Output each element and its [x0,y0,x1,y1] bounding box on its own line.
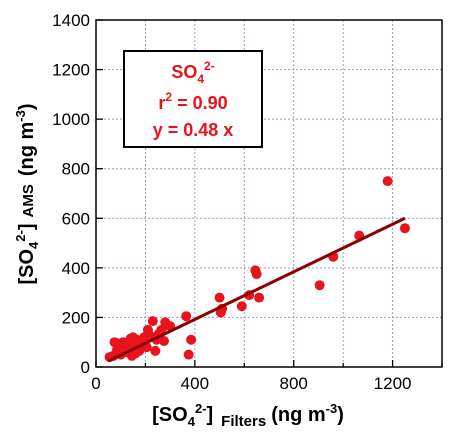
data-point [183,349,194,360]
y-tick-label: 1000 [52,110,90,129]
y-tick-label: 0 [81,358,90,377]
data-point [150,345,161,356]
fit-line [107,216,406,363]
x-axis-label: [SO42-] Filters (ng m-3) [152,401,344,430]
data-point [236,301,247,312]
x-tick-label: 800 [280,374,308,393]
x-tick-label: 1200 [374,374,412,393]
axis-ticks: 0 400 800 1200 0 200 400 600 800 1000 1200 1400 [52,11,443,393]
x-tick-label: 0 [91,374,100,393]
annotation-r2: r2 = 0.90 [158,90,227,113]
x-tick-label: 400 [181,374,209,393]
data-point [147,316,158,327]
data-point [382,176,393,187]
annotation-box: SO42- r2 = 0.90 y = 0.48 x [123,50,263,148]
data-point [181,311,192,322]
y-tick-label: 1400 [52,11,90,30]
data-point [399,223,410,234]
data-point [251,269,262,280]
y-tick-label: 600 [62,209,90,228]
y-axis-label: [SO42-]AMS(ng m-3) [13,103,41,284]
y-tick-label: 1200 [52,61,90,80]
data-points [104,176,410,363]
data-point [214,292,225,303]
data-point [186,334,197,345]
data-point [254,292,265,303]
annotation-species: SO42- [171,59,214,86]
data-point [314,280,325,291]
plot-frame [95,19,443,368]
data-point [156,324,167,335]
annotation-fit-equation: y = 0.48 x [153,120,234,140]
y-tick-label: 800 [62,160,90,179]
y-tick-label: 200 [62,308,90,327]
y-tick-label: 400 [62,259,90,278]
data-point [158,335,169,346]
